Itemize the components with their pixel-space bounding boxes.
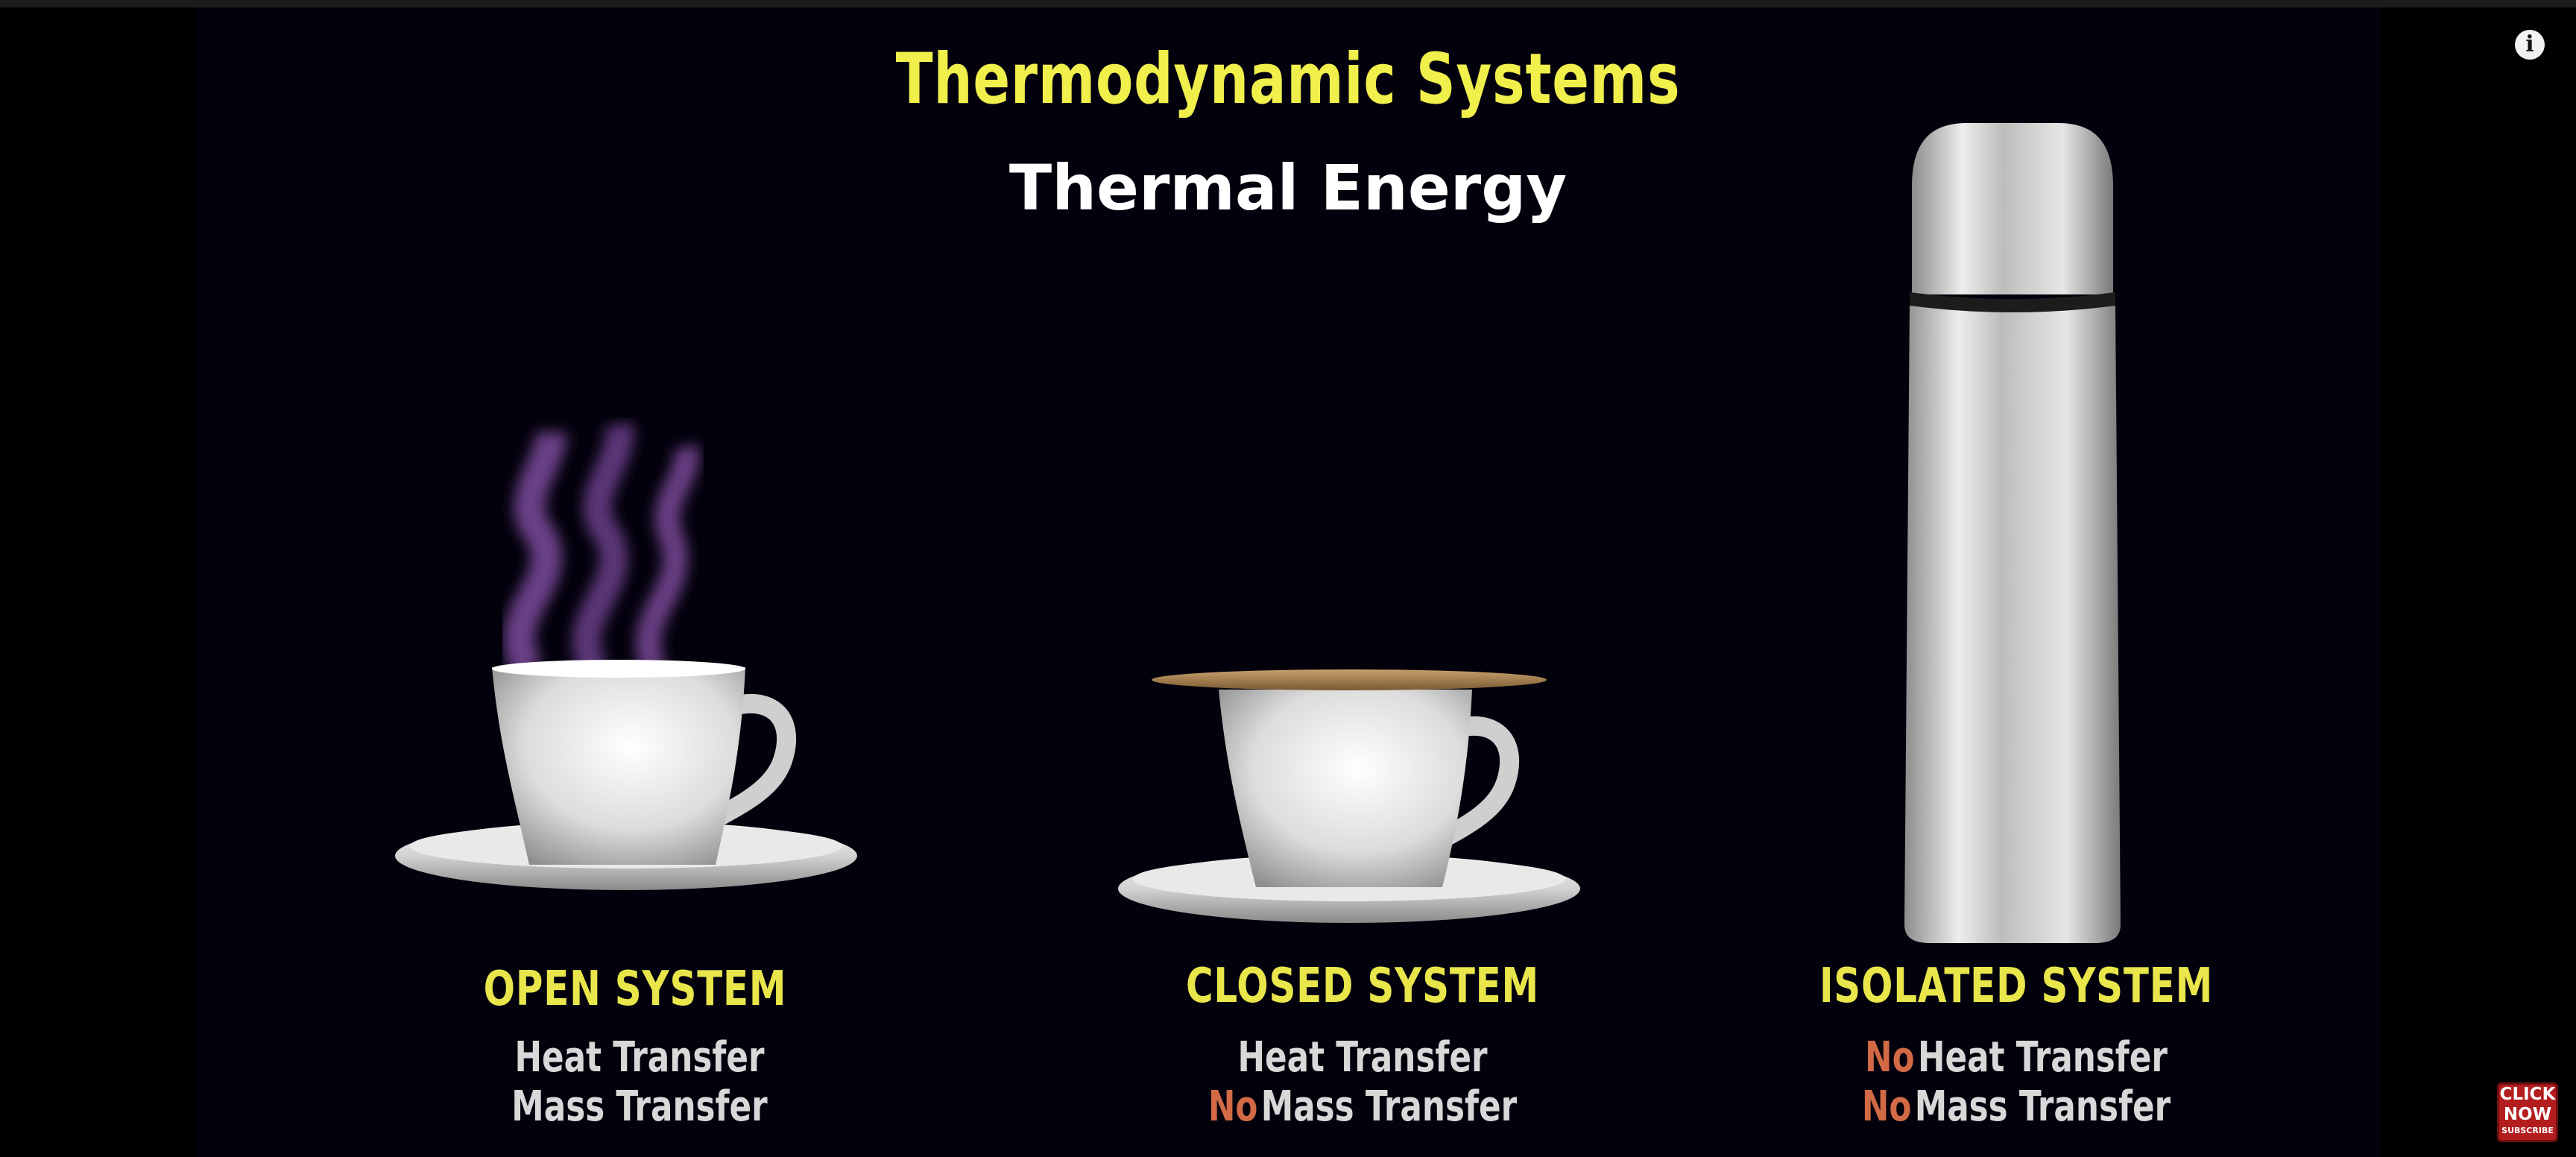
steam-wisps bbox=[520, 425, 687, 671]
slide-subtitle: Thermal Energy bbox=[0, 151, 2576, 224]
closed-system-mass-transfer: Mass Transfer bbox=[1261, 1082, 1517, 1131]
subscribe-watermark-button[interactable]: CLICK NOW SUBSCRIBE bbox=[2497, 1082, 2558, 1142]
open-system-steaming-cup-illustration bbox=[380, 417, 872, 939]
open-system-title: OPEN SYSTEM bbox=[414, 962, 856, 1017]
isolated-system-no-heat-marker: No bbox=[1865, 1033, 1915, 1082]
isolated-system-title: ISOLATED SYSTEM bbox=[1796, 959, 2238, 1014]
open-system-mass-transfer: Mass Transfer bbox=[511, 1082, 767, 1131]
closed-system-line-2: No Mass Transfer bbox=[1142, 1082, 1584, 1131]
info-icon[interactable]: i bbox=[2515, 30, 2545, 60]
open-system-caption: OPEN SYSTEM bbox=[414, 962, 856, 1017]
closed-system-line-1: Heat Transfer bbox=[1142, 1033, 1584, 1082]
open-system-line-1: Heat Transfer bbox=[419, 1033, 861, 1082]
slide-title: Thermodynamic Systems bbox=[283, 39, 2293, 120]
video-top-bar bbox=[0, 0, 2576, 7]
isolated-system-heat-transfer: Heat Transfer bbox=[1918, 1033, 2168, 1082]
open-system-line-2: Mass Transfer bbox=[419, 1082, 861, 1131]
subscribe-label-text: SUBSCRIBE bbox=[2497, 1123, 2558, 1139]
open-system-heat-transfer: Heat Transfer bbox=[514, 1033, 764, 1082]
closed-system-caption: CLOSED SYSTEM bbox=[1142, 959, 1584, 1014]
isolated-system-caption: ISOLATED SYSTEM bbox=[1796, 959, 2238, 1014]
subscribe-now-text: NOW bbox=[2497, 1106, 2558, 1123]
closed-system-covered-cup-illustration bbox=[1111, 641, 1603, 947]
isolated-system-mass-transfer: Mass Transfer bbox=[1915, 1082, 2171, 1131]
isolated-system-line-2: No Mass Transfer bbox=[1796, 1082, 2238, 1131]
closed-system-no-marker: No bbox=[1208, 1082, 1258, 1131]
isolated-system-thermos-illustration bbox=[1893, 119, 2132, 947]
closed-system-heat-transfer: Heat Transfer bbox=[1237, 1033, 1487, 1082]
subscribe-click-text: CLICK bbox=[2497, 1086, 2558, 1103]
isolated-system-line-1: No Heat Transfer bbox=[1796, 1033, 2238, 1082]
isolated-system-no-mass-marker: No bbox=[1862, 1082, 1912, 1131]
closed-system-title: CLOSED SYSTEM bbox=[1142, 959, 1584, 1014]
